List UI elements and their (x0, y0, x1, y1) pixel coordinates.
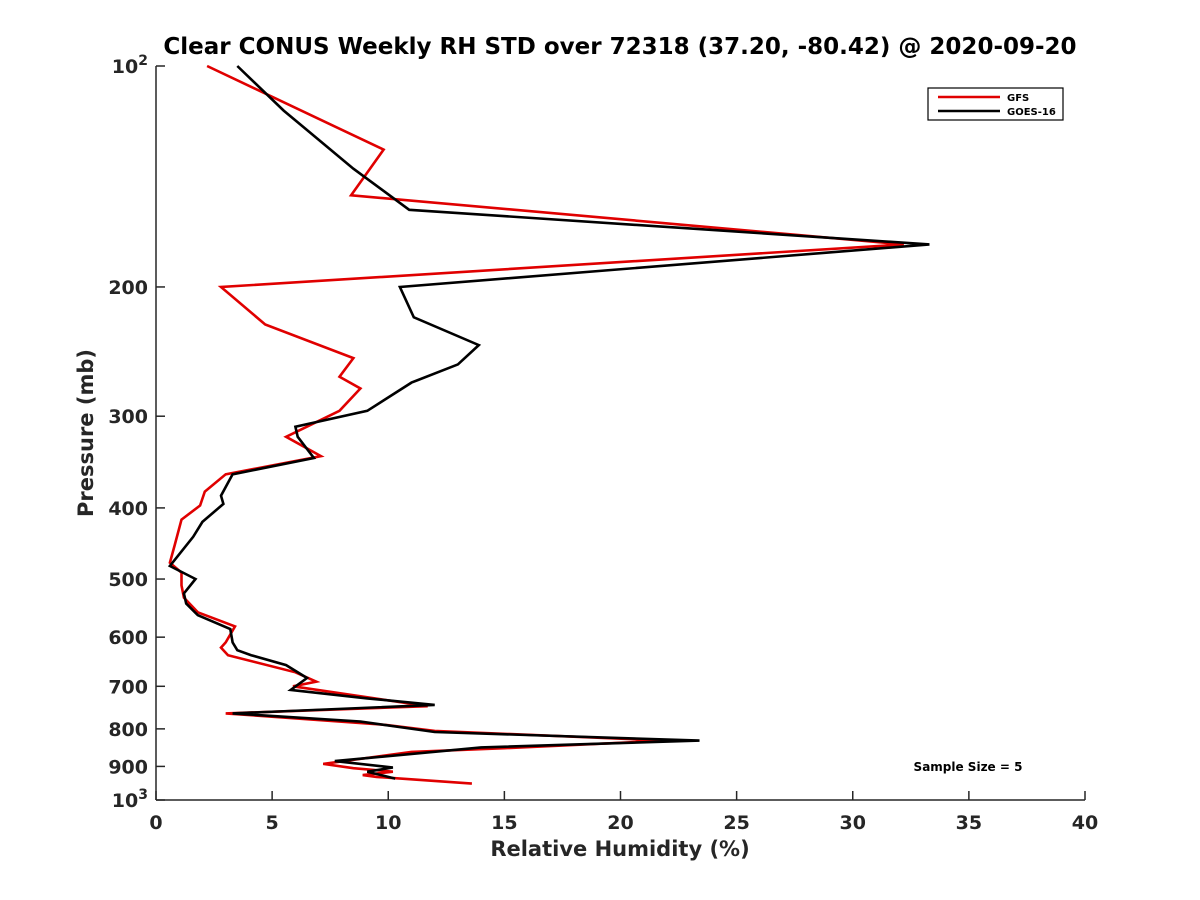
sample-size-annotation: Sample Size = 5 (914, 760, 1023, 774)
y-tick-label: 800 (108, 719, 148, 741)
y-tick-label: 700 (108, 676, 148, 698)
legend-label-gfs: GFS (1007, 93, 1029, 104)
y-tick-label: 102 (112, 53, 148, 78)
series-line-goes-16 (167, 65, 930, 780)
x-axis-ticks: 0 5 10 15 20 25 30 35 40 (149, 791, 1098, 834)
series-line-gfs (168, 64, 904, 785)
chart-title: Clear CONUS Weekly RH STD over 72318 (37… (163, 34, 1076, 60)
legend-label-goes: GOES-16 (1007, 107, 1056, 118)
x-tick-label: 40 (1072, 812, 1098, 834)
y-tick-label: 500 (108, 569, 148, 591)
x-axis-label: Relative Humidity (%) (490, 837, 749, 861)
x-tick-label: 15 (491, 812, 517, 834)
y-tick-label: 600 (108, 627, 148, 649)
y-tick-label: 900 (108, 756, 148, 778)
y-tick-label: 400 (108, 498, 148, 520)
y-axis-label: Pressure (mb) (74, 349, 98, 517)
x-tick-label: 35 (956, 812, 982, 834)
x-tick-label: 10 (375, 812, 401, 834)
legend: GFS GOES-16 (927, 87, 1064, 121)
y-tick-label: 300 (108, 406, 148, 428)
legend-box (927, 87, 1064, 121)
x-tick-label: 0 (149, 812, 162, 834)
y-axis-ticks: 102 200 300 400 500 600 700 800 900 103 (108, 53, 165, 812)
y-tick-label: 103 (112, 787, 148, 812)
plot-lines (167, 64, 930, 785)
x-tick-label: 20 (607, 812, 633, 834)
x-tick-label: 5 (266, 812, 279, 834)
y-tick-label: 200 (108, 277, 148, 299)
x-tick-label: 25 (723, 812, 749, 834)
x-tick-label: 30 (840, 812, 866, 834)
